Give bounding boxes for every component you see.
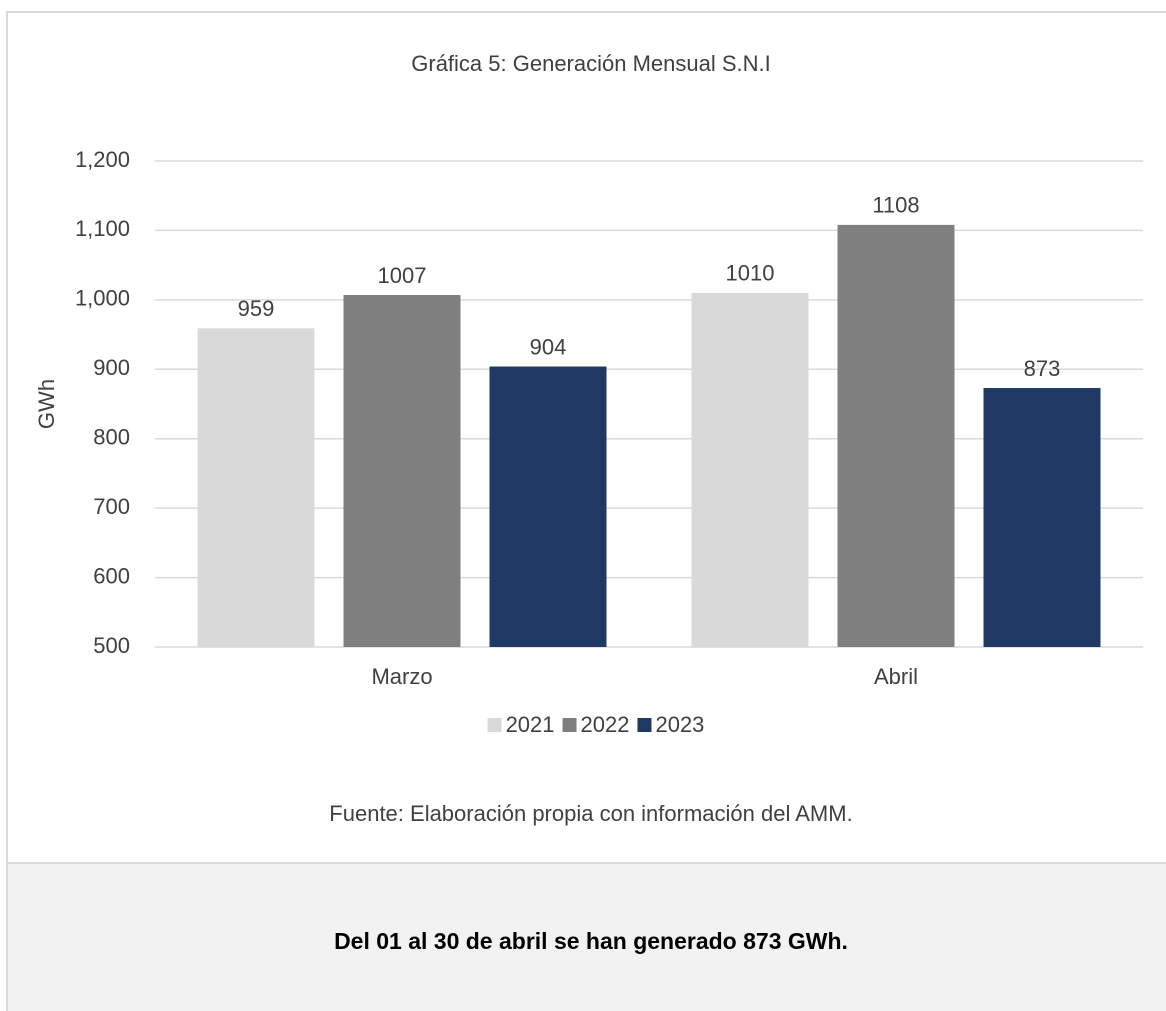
y-tick-label: 1,200 — [75, 147, 130, 172]
y-tick-label: 900 — [93, 355, 130, 380]
data-label: 1010 — [726, 261, 775, 286]
data-label: 873 — [1024, 356, 1061, 381]
bar — [343, 294, 461, 647]
y-tick-label: 1,100 — [75, 216, 130, 241]
legend-label: 2021 — [506, 712, 555, 737]
source-note: Fuente: Elaboración propia con informaci… — [329, 801, 852, 826]
bar — [691, 292, 809, 647]
legend-swatch — [637, 718, 652, 732]
legend-swatch — [487, 718, 502, 732]
legend-swatch — [562, 718, 577, 732]
bar — [489, 366, 607, 647]
data-label: 959 — [238, 296, 275, 321]
footer-band — [8, 863, 1166, 1011]
chart-title: Gráfica 5: Generación Mensual S.N.I — [411, 51, 771, 76]
y-tick-label: 800 — [93, 425, 130, 450]
y-tick-label: 1,000 — [75, 286, 130, 311]
y-tick-label: 500 — [93, 633, 130, 658]
footer-note: Del 01 al 30 de abril se han generado 87… — [334, 928, 848, 954]
legend-label: 2022 — [581, 712, 630, 737]
y-tick-label: 600 — [93, 563, 130, 588]
y-tick-label: 700 — [93, 494, 130, 519]
x-tick-label: Abril — [874, 664, 918, 689]
y-axis-label: GWh — [34, 379, 59, 429]
bar — [197, 328, 315, 647]
data-label: 1108 — [872, 193, 919, 218]
data-label: 904 — [530, 334, 567, 359]
legend-label: 2023 — [655, 712, 704, 737]
bar — [983, 388, 1101, 647]
bar — [837, 224, 955, 648]
x-tick-label: Marzo — [371, 664, 432, 689]
data-label: 1007 — [378, 263, 427, 288]
